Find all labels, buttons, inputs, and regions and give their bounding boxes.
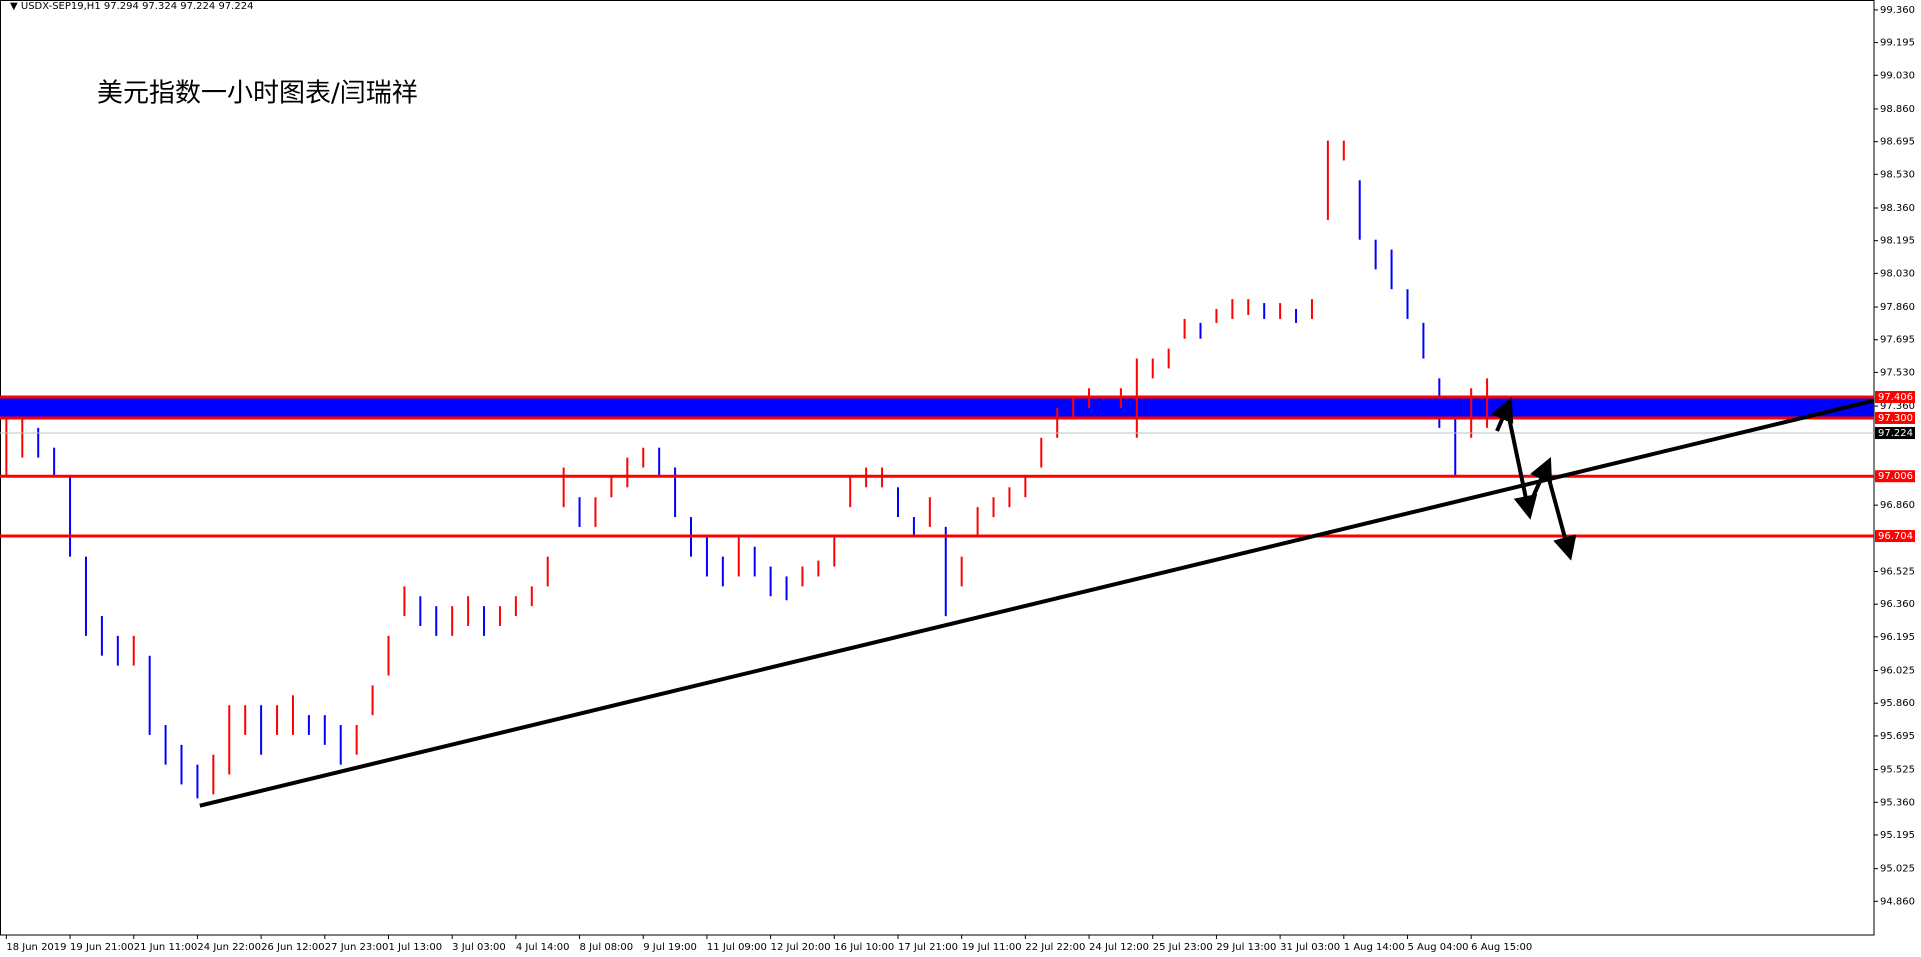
forecast-arrow <box>1526 457 1553 509</box>
quote-low: 97.224 <box>180 1 215 12</box>
x-tick-label: 12 Jul 20:00 <box>771 942 831 953</box>
x-tick-label: 19 Jun 21:00 <box>70 942 134 953</box>
y-tick-label: 97.360 <box>1880 401 1915 412</box>
x-tick-label: 27 Jun 23:00 <box>325 942 389 953</box>
x-tick-label: 26 Jun 12:00 <box>261 942 325 953</box>
chart-title: 美元指数一小时图表/闫瑞祥 <box>97 79 418 109</box>
y-tick-label: 96.360 <box>1880 599 1915 610</box>
quote-open: 97.294 <box>104 1 139 12</box>
symbol-name: USDX-SEP19,H1 <box>21 1 101 12</box>
x-tick-label: 1 Aug 14:00 <box>1344 942 1405 953</box>
x-tick-label: 18 Jun 2019 <box>6 942 66 953</box>
x-tick-label: 16 Jul 10:00 <box>834 942 894 953</box>
trendline <box>199 398 1875 808</box>
x-tick-label: 9 Jul 19:00 <box>643 942 697 953</box>
x-tick-label: 24 Jul 12:00 <box>1089 942 1149 953</box>
y-tick-label: 99.195 <box>1880 38 1915 49</box>
zone-band <box>0 396 1874 418</box>
x-tick-label: 22 Jul 22:00 <box>1025 942 1085 953</box>
y-tick-label: 97.695 <box>1880 335 1915 346</box>
level-tag <box>1875 470 1915 483</box>
y-tick-label: 96.860 <box>1880 500 1915 511</box>
y-tick-label: 98.860 <box>1880 104 1915 115</box>
y-tick-label: 98.530 <box>1880 169 1915 180</box>
x-tick-label: 21 Jun 11:00 <box>134 942 198 953</box>
y-tick-label: 95.695 <box>1880 731 1915 742</box>
x-tick-label: 31 Jul 03:00 <box>1280 942 1340 953</box>
y-tick-label: 95.195 <box>1880 830 1915 841</box>
y-tick-label: 97.530 <box>1880 367 1915 378</box>
x-tick-label: 19 Jul 11:00 <box>962 942 1022 953</box>
x-tick-label: 3 Jul 03:00 <box>452 942 506 953</box>
x-tick-label: 11 Jul 09:00 <box>707 942 767 953</box>
level-tag <box>1875 390 1915 403</box>
y-tick-label: 96.525 <box>1880 566 1915 577</box>
x-tick-label: 5 Aug 04:00 <box>1407 942 1468 953</box>
y-tick-label: 99.030 <box>1880 70 1915 81</box>
y-tick-label: 98.030 <box>1880 268 1915 279</box>
quote-high: 97.324 <box>142 1 177 12</box>
symbol: ▼ USDX-SEP19,H1 97.294 97.324 97.224 97.… <box>10 1 253 12</box>
level-tag <box>1875 427 1915 440</box>
x-tick-label: 29 Jul 13:00 <box>1216 942 1276 953</box>
y-tick-label: 98.695 <box>1880 137 1915 148</box>
x-tick-label: 1 Jul 13:00 <box>388 942 442 953</box>
quote-close: 97.224 <box>218 1 253 12</box>
x-tick-label: 24 Jun 22:00 <box>197 942 261 953</box>
y-tick-label: 98.360 <box>1880 203 1915 214</box>
x-tick-label: 8 Jul 08:00 <box>580 942 634 953</box>
x-tick-label: 4 Jul 14:00 <box>516 942 570 953</box>
y-tick-label: 95.360 <box>1880 797 1915 808</box>
x-tick-label: 6 Aug 15:00 <box>1471 942 1532 953</box>
level-tag <box>1875 411 1915 424</box>
forecast-arrow <box>1544 467 1577 561</box>
y-tick-label: 98.195 <box>1880 236 1915 247</box>
y-tick-label: 95.025 <box>1880 864 1915 875</box>
level-tag <box>1875 530 1915 543</box>
y-tick-label: 95.860 <box>1880 698 1915 709</box>
level-label: 97.406 <box>1878 392 1913 403</box>
y-tick-label: 99.360 <box>1880 5 1915 16</box>
level-label: 96.704 <box>1878 531 1913 542</box>
plot-frame <box>0 0 1875 936</box>
level-label: 97.224 <box>1878 428 1913 439</box>
y-tick-label: 96.195 <box>1880 632 1915 643</box>
y-tick-label: 94.860 <box>1880 896 1915 907</box>
level-label: 97.300 <box>1878 413 1913 424</box>
forecast-arrow <box>1491 396 1514 432</box>
level-label: 97.006 <box>1878 471 1913 482</box>
y-tick-label: 96.025 <box>1880 666 1915 677</box>
x-tick-label: 17 Jul 21:00 <box>898 942 958 953</box>
forecast-arrow <box>1505 407 1538 520</box>
x-tick-label: 25 Jul 23:00 <box>1153 942 1213 953</box>
y-tick-label: 95.525 <box>1880 765 1915 776</box>
y-tick-label: 97.860 <box>1880 302 1915 313</box>
